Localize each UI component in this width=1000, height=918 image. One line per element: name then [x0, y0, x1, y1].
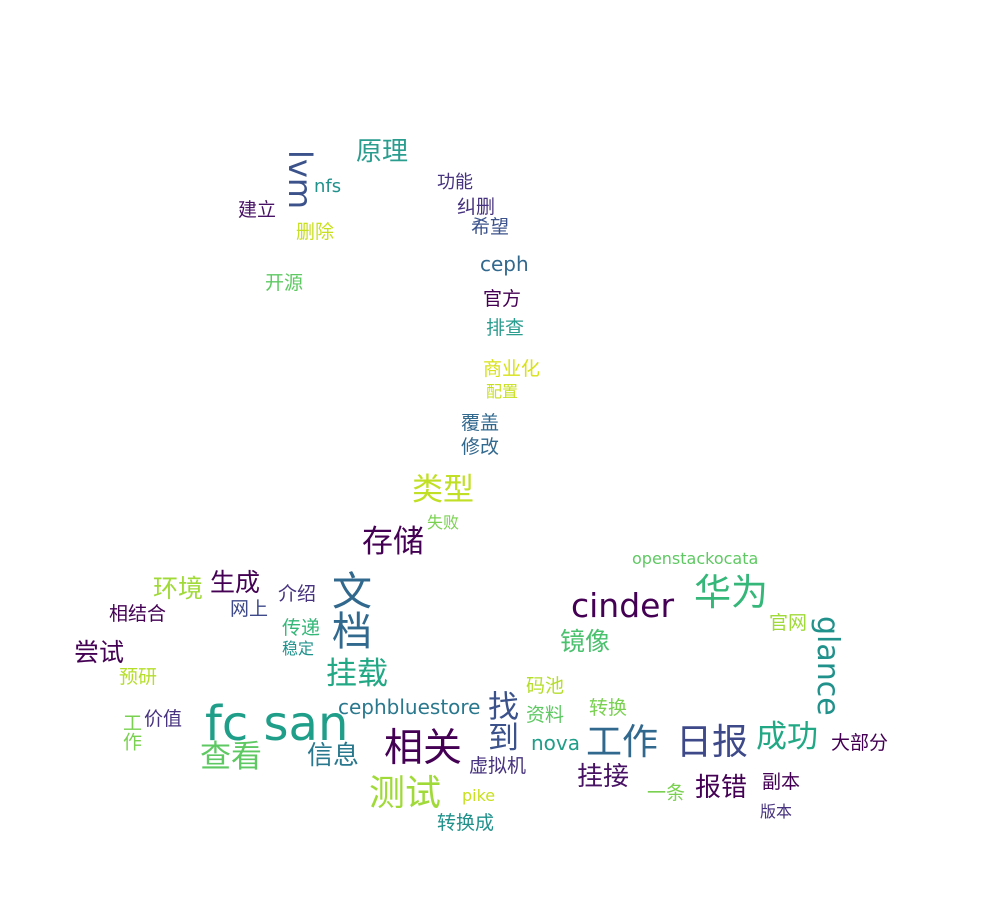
word: 预研 [119, 666, 158, 688]
word: 官网 [769, 612, 808, 634]
word: fc san [205, 696, 349, 752]
word: nfs [314, 176, 342, 197]
word: 开源 [265, 272, 304, 294]
word: 码池 [526, 675, 565, 697]
word: 价值 [144, 708, 183, 730]
word: 副本 [762, 771, 801, 793]
word: 一条 [647, 782, 686, 804]
word: 类型 [412, 472, 474, 508]
word: 转换 [589, 697, 628, 719]
word: 成功 [756, 719, 818, 755]
word: 配置 [486, 382, 519, 401]
word: 虚拟机 [469, 755, 527, 777]
word: 希望 [471, 216, 510, 238]
word: pike [462, 786, 496, 805]
word: 相关 [384, 726, 463, 771]
word: 信息 [307, 741, 360, 771]
word: 找到 [482, 690, 518, 752]
word: 环境 [153, 574, 204, 603]
word: 镜像 [560, 627, 611, 656]
word: 覆盖 [461, 412, 500, 434]
word: glance [810, 616, 845, 716]
word: 挂载 [326, 656, 388, 692]
word: openstackocata [632, 549, 759, 568]
word: ceph [480, 252, 529, 276]
word: lvm [281, 150, 319, 209]
word: 功能 [437, 172, 473, 193]
word: cephbluestore [338, 695, 481, 719]
word: 生成 [210, 568, 261, 597]
word: 工作 [120, 713, 142, 751]
word: 纠删 [457, 196, 496, 218]
word: 建立 [238, 199, 277, 221]
word: 查看 [200, 739, 262, 775]
word: 稳定 [282, 639, 315, 658]
word: 版本 [760, 802, 793, 821]
word: 官方 [483, 288, 522, 310]
word: nova [531, 731, 581, 755]
word: 测试 [369, 773, 442, 814]
word: 修改 [461, 436, 500, 458]
word: 文档 [325, 570, 371, 650]
word: 报错 [695, 773, 748, 803]
word: 日报 [676, 722, 749, 763]
word: 尝试 [74, 638, 125, 667]
word: 相结合 [109, 603, 167, 625]
word: 介绍 [278, 583, 317, 605]
word: 挂接 [577, 762, 630, 792]
word: 传递 [282, 617, 321, 639]
word: 华为 [694, 571, 768, 614]
word: 存储 [362, 524, 424, 560]
word: 原理 [356, 137, 409, 167]
word: cinder [571, 586, 675, 625]
word: 资料 [526, 704, 565, 726]
word: 大部分 [831, 732, 889, 754]
word: 失败 [427, 513, 460, 532]
word: 转换成 [437, 812, 495, 834]
word: 排查 [486, 317, 525, 339]
word: 删除 [296, 221, 335, 243]
word: 商业化 [483, 358, 541, 380]
word: 网上 [230, 598, 269, 620]
word: 工作 [586, 722, 659, 763]
